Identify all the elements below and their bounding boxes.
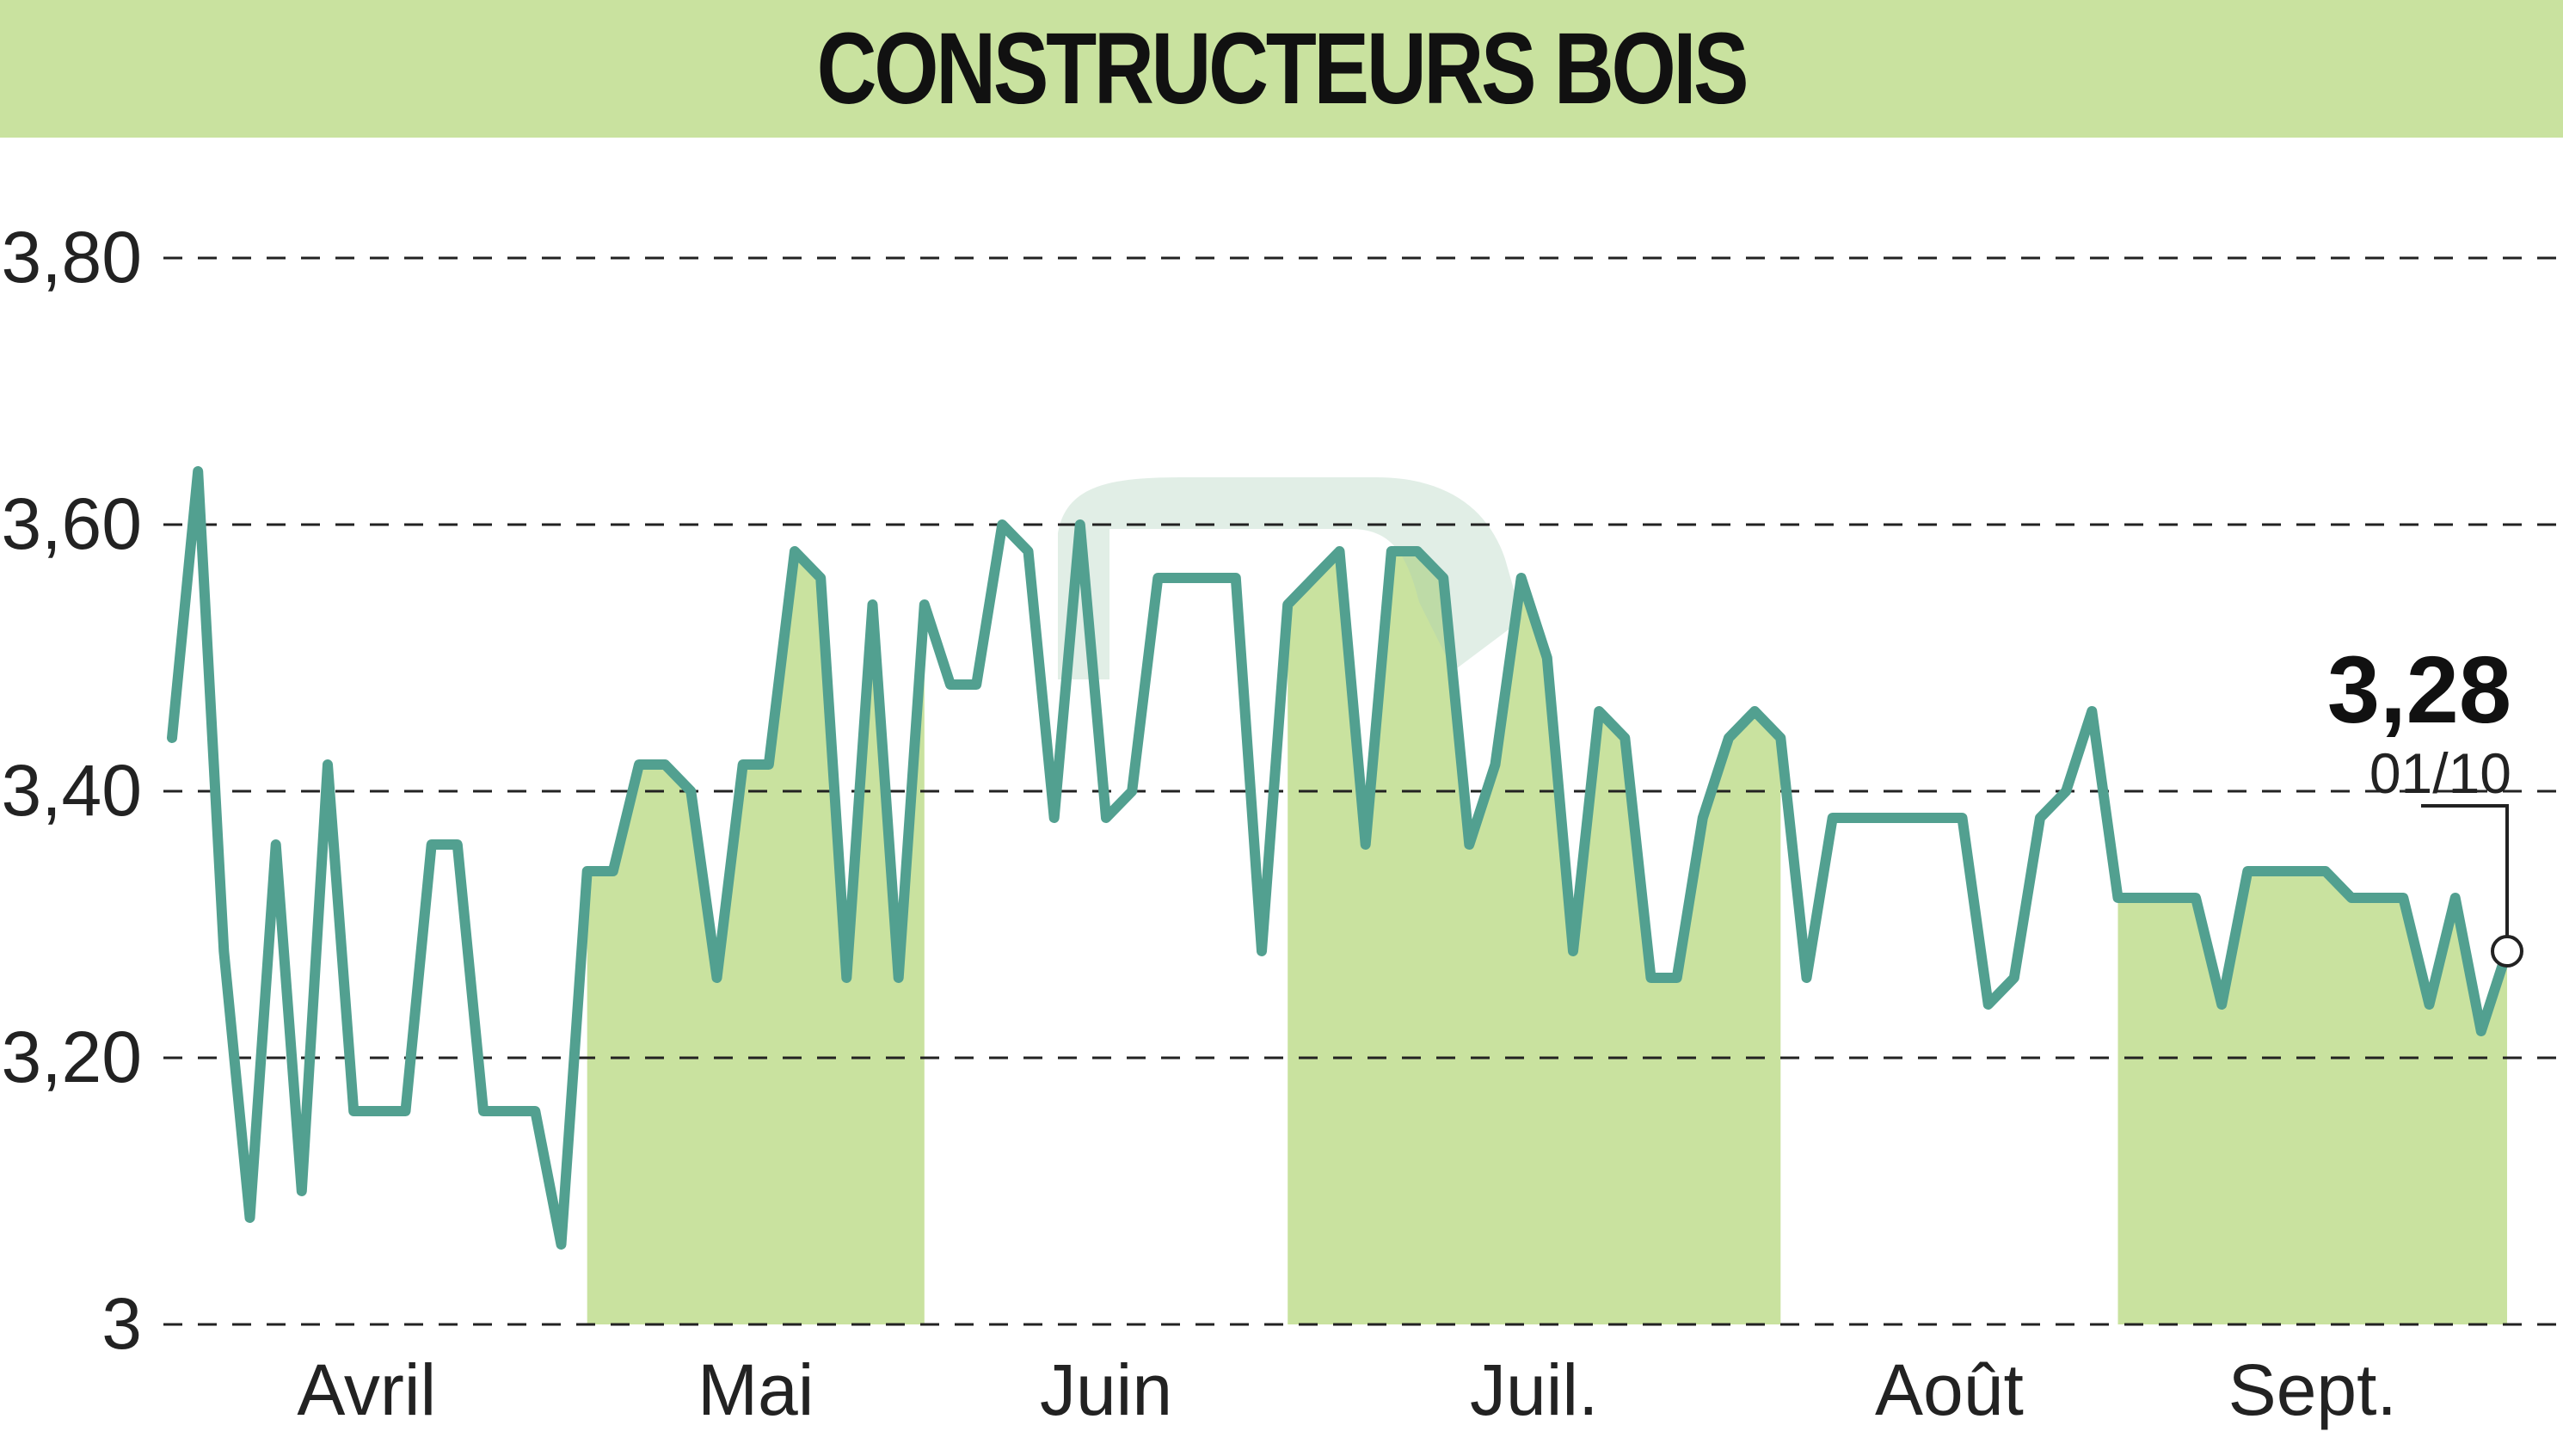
x-tick-label: Juin	[1040, 1349, 1172, 1430]
callout-leader	[2421, 804, 2509, 939]
y-tick-label: 3,80	[2, 217, 143, 298]
band-mai	[587, 551, 925, 1324]
x-tick-label: Août	[1875, 1349, 2024, 1430]
x-tick-label: Juil.	[1470, 1349, 1598, 1430]
y-tick-label: 3,20	[2, 1017, 143, 1097]
x-axis-labels: Avril Mai Juin Juil. Août Sept.	[297, 1349, 2396, 1430]
x-tick-label: Sept.	[2228, 1349, 2397, 1430]
gridlines	[163, 256, 2559, 1326]
y-tick-label: 3,60	[2, 483, 143, 564]
band-juil	[1288, 551, 1781, 1324]
last-date-label: 01/10	[2369, 741, 2511, 805]
last-value-label: 3,28	[2327, 637, 2511, 743]
x-tick-label: Avril	[297, 1349, 436, 1430]
x-tick-label: Mai	[698, 1349, 814, 1430]
title-bar: CONSTRUCTEURS BOIS	[0, 0, 2563, 138]
chart-title: CONSTRUCTEURS BOIS	[816, 12, 1749, 126]
last-point-marker	[2491, 935, 2523, 968]
series-line	[167, 466, 2512, 1250]
y-tick-label: 3,40	[2, 750, 143, 831]
y-tick-label: 3	[101, 1283, 142, 1364]
watermark-logo-icon	[1058, 477, 1522, 679]
y-axis-labels: 3 3,20 3,40 3,60 3,80	[2, 217, 143, 1364]
series-line-group	[167, 466, 2512, 1250]
